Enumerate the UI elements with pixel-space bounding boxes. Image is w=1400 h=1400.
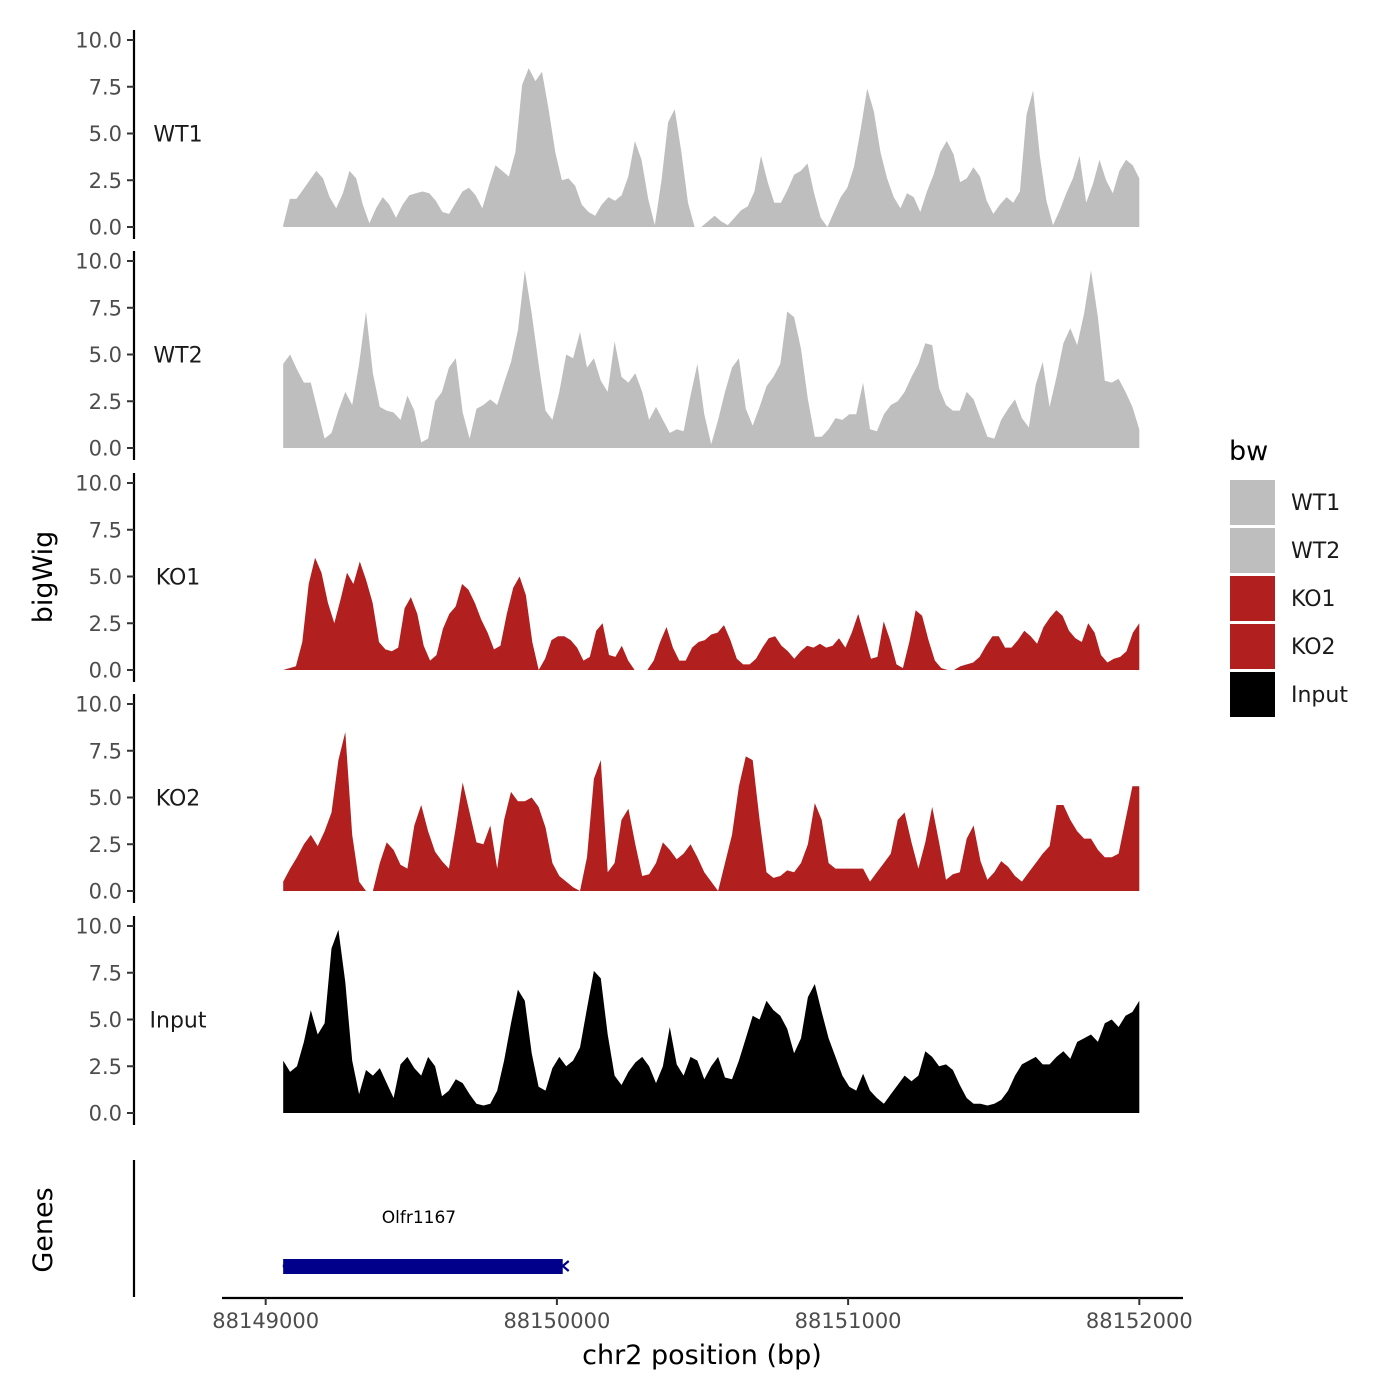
track-wt2: 0.0 2.5 5.0 7.5 10.0 WT2 <box>75 250 1140 461</box>
y-tick-label: 7.5 <box>89 961 122 985</box>
y-tick-label: 5.0 <box>89 786 122 810</box>
signal-area-input <box>283 929 1140 1113</box>
y-tick-label: 10.0 <box>75 29 122 53</box>
legend-item-wt1: WT1 <box>1230 480 1340 525</box>
legend-item-input: Input <box>1230 672 1348 717</box>
legend: bw WT1 WT2 KO1 KO2 Input <box>1229 436 1348 717</box>
x-tick-label: 88149000 <box>212 1309 319 1333</box>
legend-item-ko1: KO1 <box>1230 576 1336 621</box>
y-tick-label: 5.0 <box>89 343 122 367</box>
track-wt1: 0.0 2.5 5.0 7.5 10.0 WT1 <box>75 29 1140 240</box>
x-tick-label: 88150000 <box>503 1309 610 1333</box>
y-tick-label: 7.5 <box>89 518 122 542</box>
y-tick-label: 5.0 <box>89 565 122 589</box>
y-tick-label: 2.5 <box>89 390 122 414</box>
y-axis-title: bigWig <box>28 531 59 624</box>
signal-area-ko2 <box>283 732 1140 891</box>
y-tick-label: 7.5 <box>89 296 122 320</box>
signal-area-wt1 <box>283 68 1140 227</box>
x-axis-title: chr2 position (bp) <box>582 1340 822 1371</box>
x-tick-label: 88151000 <box>795 1309 902 1333</box>
legend-title: bw <box>1229 436 1268 467</box>
y-tick-label: 7.5 <box>89 739 122 763</box>
genes-axis-title: Genes <box>28 1187 59 1272</box>
y-tick-label: 2.5 <box>89 1055 122 1079</box>
track-input: 0.0 2.5 5.0 7.5 10.0 Input <box>75 915 1140 1126</box>
y-tick-label: 0.0 <box>89 437 122 461</box>
signal-area-wt2 <box>283 270 1140 448</box>
track-label: KO2 <box>156 787 201 812</box>
signal-area-ko1 <box>283 557 1140 670</box>
y-tick-label: 0.0 <box>89 1102 122 1126</box>
gene-label: Olfr1167 <box>382 1208 456 1228</box>
tracks-layer: 0.02.55.07.510.0WT10.02.55.07.510.0WT20.… <box>75 29 1140 1126</box>
gene-strand-arrows <box>282 1260 570 1272</box>
y-tick-label: 0.0 <box>89 880 122 904</box>
track-label: WT1 <box>153 123 202 148</box>
y-tick-label: 2.5 <box>89 612 122 636</box>
genes-panel: Olfr1167 <box>132 1160 570 1297</box>
track-label: KO1 <box>156 566 201 591</box>
y-tick-label: 10.0 <box>75 250 122 274</box>
y-tick-label: 7.5 <box>89 75 122 99</box>
gene-olfr1167: Olfr1167 <box>282 1208 570 1274</box>
y-tick-label: 2.5 <box>89 169 122 193</box>
legend-swatch <box>1230 672 1275 717</box>
gene-body <box>283 1259 563 1274</box>
y-tick-label: 0.0 <box>89 659 122 683</box>
y-tick-label: 10.0 <box>75 693 122 717</box>
y-tick-label: 2.5 <box>89 833 122 857</box>
legend-label: KO2 <box>1291 635 1336 660</box>
y-tick-label: 5.0 <box>89 1008 122 1032</box>
x-axis: 88149000 88150000 88151000 88152000 <box>212 1296 1193 1333</box>
legend-swatch <box>1230 624 1275 669</box>
y-tick-label: 10.0 <box>75 472 122 496</box>
track-ko2: 0.0 2.5 5.0 7.5 10.0 KO2 <box>75 693 1140 904</box>
legend-label: WT1 <box>1291 491 1340 516</box>
legend-label: KO1 <box>1291 587 1336 612</box>
y-tick-label: 10.0 <box>75 915 122 939</box>
track-label: Input <box>150 1009 207 1034</box>
legend-label: Input <box>1291 683 1348 708</box>
y-tick-label: 0.0 <box>89 216 122 240</box>
legend-label: WT2 <box>1291 539 1340 564</box>
legend-swatch <box>1230 480 1275 525</box>
y-tick-label: 5.0 <box>89 122 122 146</box>
track-label: WT2 <box>153 344 202 369</box>
x-tick-label: 88152000 <box>1086 1309 1193 1333</box>
legend-swatch <box>1230 576 1275 621</box>
track-ko1: 0.0 2.5 5.0 7.5 10.0 KO1 <box>75 472 1140 683</box>
legend-swatch <box>1230 528 1275 573</box>
legend-item-ko2: KO2 <box>1230 624 1336 669</box>
legend-item-wt2: WT2 <box>1230 528 1340 573</box>
